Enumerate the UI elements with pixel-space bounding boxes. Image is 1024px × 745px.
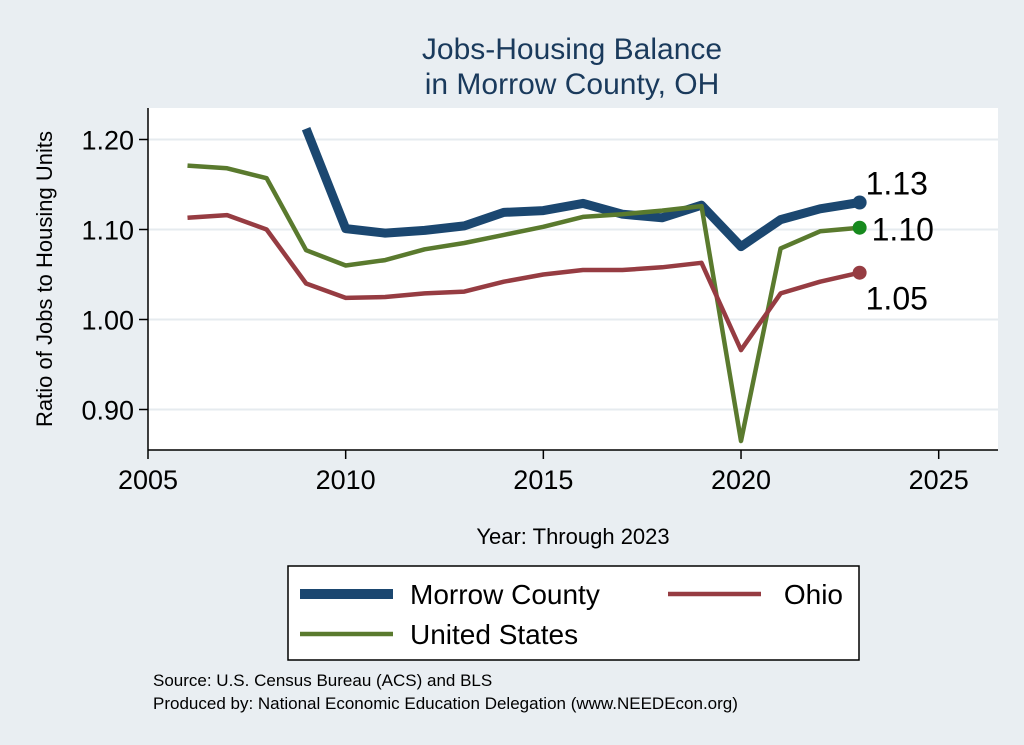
y-tick-label-0.90: 0.90 — [81, 396, 134, 426]
source-line-2: Produced by: National Economic Education… — [153, 694, 738, 713]
end-marker-united-states — [852, 220, 867, 235]
y-axis-title: Ratio of Jobs to Housing Units — [32, 131, 57, 427]
x-axis: 2005 2010 2015 2020 2025 — [118, 450, 969, 495]
end-label-ohio: 1.05 — [866, 281, 928, 317]
chart-title-line-2: in Morrow County, OH — [425, 68, 720, 101]
y-tick-label-1.00: 1.00 — [81, 306, 134, 336]
legend-box — [287, 565, 860, 661]
series-line-ohio — [187, 212, 861, 353]
series-line-united-states — [187, 163, 860, 444]
x-tick-label-2010: 2010 — [316, 465, 376, 495]
end-marker-ohio — [852, 265, 867, 280]
y-axis: 0.90 1.00 1.10 1.20 — [81, 126, 148, 426]
y-tick-label-1.20: 1.20 — [81, 126, 134, 156]
x-axis-title: Year: Through 2023 — [476, 524, 669, 549]
legend-label-morrow-county: Morrow County — [410, 579, 600, 610]
end-marker-morrow-county — [852, 195, 867, 210]
x-tick-label-2025: 2025 — [909, 465, 969, 495]
plot-area — [148, 108, 998, 450]
x-tick-label-2005: 2005 — [118, 465, 178, 495]
source-line-1: Source: U.S. Census Bureau (ACS) and BLS — [153, 671, 492, 690]
series-line-morrow-county — [301, 127, 861, 252]
x-tick-label-2015: 2015 — [513, 465, 573, 495]
end-label-morrow-county: 1.13 — [866, 166, 928, 202]
series-lines — [187, 127, 861, 444]
grid-lines — [148, 138, 998, 411]
legend-label-ohio: Ohio — [784, 579, 843, 610]
end-markers: 1.13 1.05 1.10 — [852, 166, 934, 317]
legend: Morrow County Ohio United States — [287, 565, 860, 661]
legend-label-united-states: United States — [410, 619, 578, 650]
chart-title-line-1: Jobs-Housing Balance — [422, 33, 722, 66]
x-tick-label-2020: 2020 — [711, 465, 771, 495]
end-label-united-states: 1.10 — [872, 212, 934, 248]
y-tick-label-1.10: 1.10 — [81, 216, 134, 246]
